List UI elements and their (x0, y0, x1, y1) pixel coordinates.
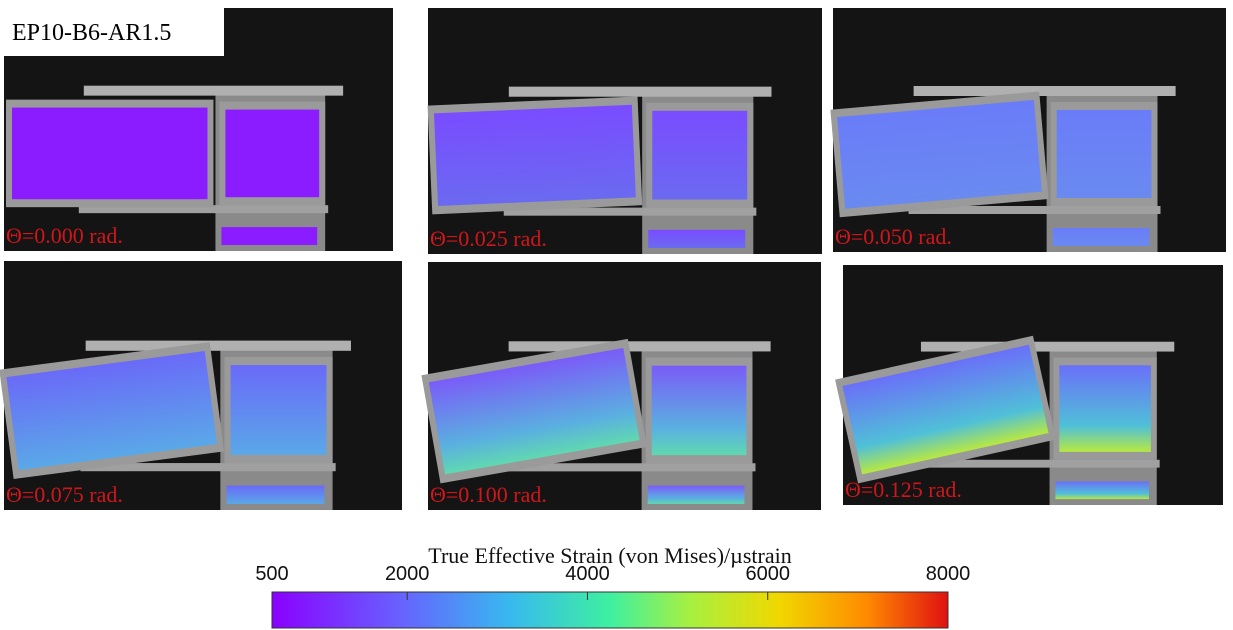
angle-label: Θ=0.050 rad. (835, 224, 952, 249)
panel: Θ=0.100 rad. (421, 262, 821, 510)
beam (6, 100, 213, 208)
beam-field (12, 108, 207, 200)
figure-label: EP10-B6-AR1.5 (4, 8, 224, 56)
angle-label: Θ=0.100 rad. (430, 482, 547, 507)
top-plate (914, 86, 1176, 96)
panel: Θ=0.075 rad. (0, 261, 402, 510)
panel-zone-field (1059, 365, 1151, 452)
panels: Θ=0.000 rad. Θ=0.025 rad. Θ=0.050 rad. Θ=0.… (0, 8, 1226, 510)
column-field (226, 486, 324, 504)
beam (428, 96, 643, 214)
column-field (221, 227, 317, 245)
colorbar-tick-label: 2000 (385, 563, 430, 585)
panel-zone-field (1057, 110, 1152, 198)
beam-field (434, 105, 636, 206)
angle-label: Θ=0.125 rad. (845, 477, 962, 502)
panel-zone-field (652, 366, 747, 455)
beam (830, 91, 1048, 217)
top-plate (86, 341, 351, 351)
panel-zone-field (652, 111, 747, 200)
column-field (1055, 481, 1149, 499)
figure: Θ=0.000 rad. Θ=0.025 rad. Θ=0.050 rad. Θ=0.… (0, 0, 1233, 630)
beam-field (837, 100, 1042, 209)
colorbar-tick-label: 500 (255, 563, 288, 585)
label-text: EP10-B6-AR1.5 (12, 20, 171, 46)
panel: Θ=0.050 rad. (830, 8, 1226, 252)
top-plate (509, 87, 772, 97)
column-field (648, 230, 745, 248)
colorbar (272, 592, 948, 628)
angle-label: Θ=0.000 rad. (6, 223, 123, 248)
panel-zone-field (231, 365, 327, 455)
top-plate (921, 342, 1174, 352)
angle-label: Θ=0.075 rad. (6, 482, 123, 507)
colorbar-tick-label: 4000 (565, 563, 610, 585)
panel: Θ=0.125 rad. (835, 265, 1223, 505)
column-field (648, 486, 745, 504)
colorbar-title: True Effective Strain (von Mises)/µstrai… (428, 543, 791, 568)
top-plate (84, 86, 343, 96)
panel-zone-field (225, 110, 319, 198)
colorbar-tick-label: 6000 (745, 563, 790, 585)
panel: Θ=0.025 rad. (428, 8, 822, 254)
angle-label: Θ=0.025 rad. (430, 226, 547, 251)
top-plate (509, 341, 771, 351)
colorbar-tick-label: 8000 (926, 563, 971, 585)
column-field (1053, 228, 1150, 246)
